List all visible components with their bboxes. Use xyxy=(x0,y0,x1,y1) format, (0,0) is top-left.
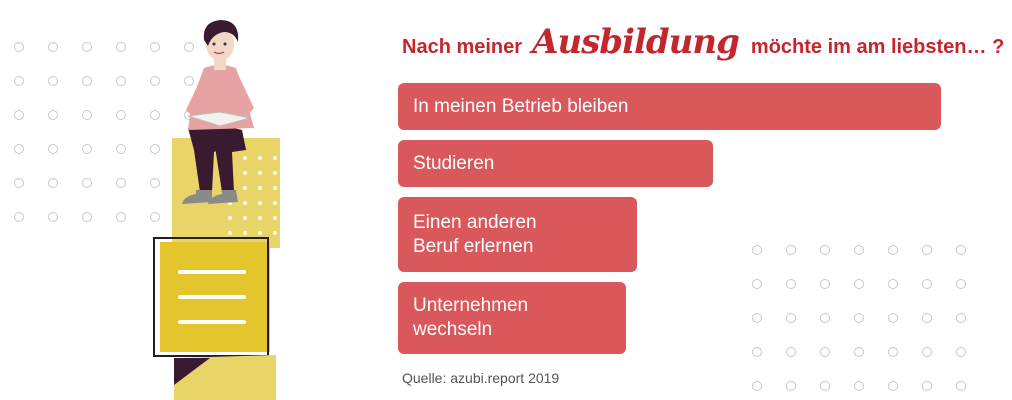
dot xyxy=(150,42,160,52)
dot xyxy=(116,110,126,120)
dot xyxy=(82,42,92,52)
dot xyxy=(48,42,58,52)
dot xyxy=(150,76,160,86)
dot xyxy=(752,347,762,357)
dot xyxy=(14,144,24,154)
dot xyxy=(116,144,126,154)
dot xyxy=(116,178,126,188)
bar-label: Unternehmen wechseln xyxy=(413,295,529,340)
dot xyxy=(888,245,898,255)
dot xyxy=(82,144,92,154)
dot xyxy=(786,381,796,391)
dot xyxy=(150,110,160,120)
dot xyxy=(786,279,796,289)
dot xyxy=(888,347,898,357)
title-suffix: möchte im am liebsten… ? xyxy=(750,36,1005,58)
dot xyxy=(888,313,898,323)
dot xyxy=(82,178,92,188)
dot xyxy=(150,178,160,188)
dot xyxy=(752,245,762,255)
chart-title: Nach meiner Ausbildung möchte im am lieb… xyxy=(402,22,1005,72)
dot xyxy=(14,76,24,86)
bar-label: In meinen Betrieb bleiben xyxy=(413,95,629,117)
dot xyxy=(48,144,58,154)
bar-anderen-beruf-erlernen: Einen anderen Beruf erlernen xyxy=(398,197,637,272)
dot xyxy=(150,212,160,222)
dot xyxy=(854,381,864,391)
dot xyxy=(786,245,796,255)
dot xyxy=(184,42,194,52)
dot xyxy=(922,381,932,391)
dot xyxy=(184,76,194,86)
dot xyxy=(82,76,92,86)
dot xyxy=(956,279,966,289)
dot xyxy=(922,279,932,289)
dot xyxy=(786,347,796,357)
dot xyxy=(922,245,932,255)
dot xyxy=(888,381,898,391)
dot xyxy=(956,347,966,357)
dot xyxy=(82,110,92,120)
dot xyxy=(922,313,932,323)
person xyxy=(182,20,254,204)
dot xyxy=(48,178,58,188)
dot xyxy=(14,42,24,52)
dot xyxy=(820,313,830,323)
dot xyxy=(116,42,126,52)
dot xyxy=(888,279,898,289)
person-on-boxes-illustration xyxy=(153,20,280,400)
bar-label: Einen anderen Beruf erlernen xyxy=(413,211,537,257)
dot xyxy=(956,313,966,323)
dot xyxy=(786,313,796,323)
dot xyxy=(116,212,126,222)
dot xyxy=(14,178,24,188)
dot xyxy=(854,245,864,255)
dot xyxy=(854,347,864,357)
title-highlight: Ausbildung xyxy=(532,22,740,62)
dot xyxy=(956,381,966,391)
dot xyxy=(14,212,24,222)
bottom-box xyxy=(174,355,276,400)
dot xyxy=(150,144,160,154)
dot xyxy=(752,313,762,323)
dot xyxy=(116,76,126,86)
dot xyxy=(820,347,830,357)
bar-studieren: Studieren xyxy=(398,140,713,187)
bar-in-meinen-betrieb-bleiben: In meinen Betrieb bleiben xyxy=(398,83,941,130)
dot xyxy=(854,279,864,289)
dot xyxy=(82,212,92,222)
dot xyxy=(752,279,762,289)
bar-label: Studieren xyxy=(413,152,495,174)
dot xyxy=(48,212,58,222)
dot xyxy=(48,76,58,86)
dot xyxy=(956,245,966,255)
dot xyxy=(14,110,24,120)
title-prefix: Nach meiner xyxy=(402,36,523,58)
dot xyxy=(922,347,932,357)
dot xyxy=(752,381,762,391)
bar-unternehmen-wechseln: Unternehmen wechseln xyxy=(398,282,626,354)
dot xyxy=(820,279,830,289)
dot xyxy=(820,381,830,391)
dot xyxy=(48,110,58,120)
source-note: Quelle: azubi.report 2019 xyxy=(402,370,560,386)
dot xyxy=(820,245,830,255)
dot xyxy=(854,313,864,323)
